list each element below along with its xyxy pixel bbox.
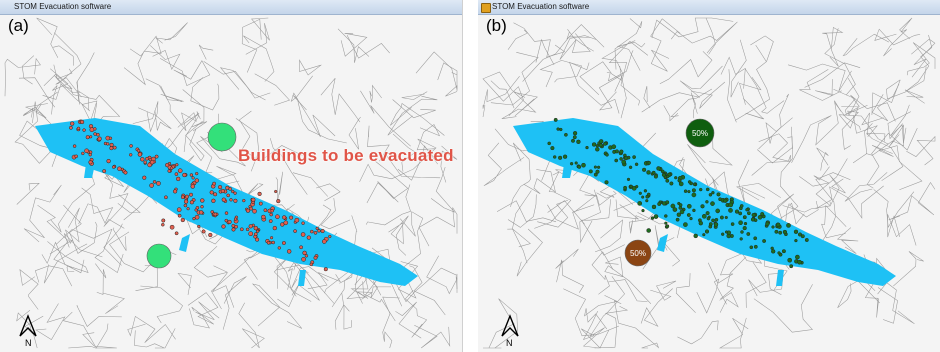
north-label: N: [25, 338, 32, 348]
map-canvas[interactable]: 50% 50%: [478, 14, 940, 352]
app-icon: [481, 3, 491, 13]
panel-label: (a): [8, 16, 29, 35]
destination-circle-2: [624, 239, 652, 267]
river: [513, 118, 896, 286]
map-canvas[interactable]: [0, 14, 462, 352]
buildings-callout: Buildings to be evacuated: [238, 146, 454, 165]
window-title: STOM Evacuation software: [492, 2, 590, 11]
north-arrow-icon: [19, 314, 37, 337]
buildings: [69, 119, 332, 272]
road-network: [482, 17, 936, 349]
destination-circle-1: [207, 122, 237, 152]
destination-1-share: 50%: [692, 129, 708, 138]
panel-label: (b): [486, 16, 507, 35]
road-network: [4, 17, 458, 349]
north-arrow-icon: [501, 314, 519, 337]
destination-circle-2: [146, 243, 172, 269]
window-title: STOM Evacuation software: [14, 2, 112, 11]
destination-2-share: 50%: [630, 249, 646, 258]
window-titlebar: STOM Evacuation software: [0, 0, 462, 15]
destination-circle-1: [685, 118, 715, 148]
map-panel-b: STOM Evacuation software 50% 50% (b) N: [478, 0, 940, 352]
north-label: N: [506, 338, 513, 348]
window-titlebar: STOM Evacuation software: [478, 0, 940, 15]
map-panel-a: STOM Evacuation software (a) Buildings t…: [0, 0, 463, 352]
buildings: [547, 117, 809, 269]
